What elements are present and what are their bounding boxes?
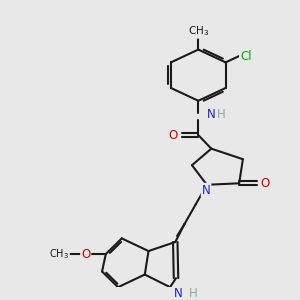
Text: CH$_3$: CH$_3$ bbox=[49, 247, 69, 261]
Text: N: N bbox=[202, 184, 211, 197]
Text: N: N bbox=[174, 287, 183, 300]
Text: CH$_3$: CH$_3$ bbox=[188, 24, 209, 38]
Text: O: O bbox=[260, 177, 269, 190]
Text: H: H bbox=[189, 287, 197, 300]
Text: Cl: Cl bbox=[240, 50, 252, 62]
Text: O: O bbox=[81, 248, 90, 261]
Text: O: O bbox=[168, 129, 178, 142]
Text: H: H bbox=[217, 108, 226, 122]
Text: N: N bbox=[206, 108, 215, 122]
